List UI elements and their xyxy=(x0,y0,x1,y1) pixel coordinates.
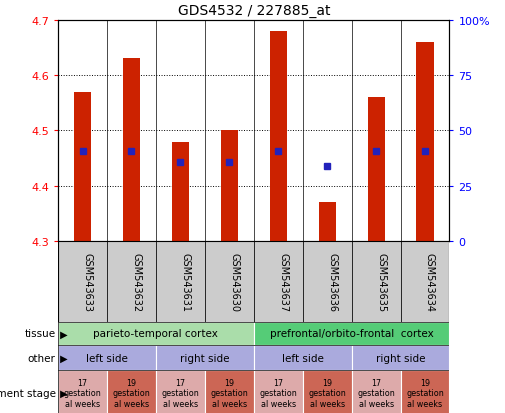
Text: GSM543635: GSM543635 xyxy=(376,252,386,311)
Bar xyxy=(254,322,449,345)
Text: GSM543631: GSM543631 xyxy=(180,252,190,311)
Bar xyxy=(58,242,107,322)
Text: ▶: ▶ xyxy=(57,328,67,339)
Bar xyxy=(156,370,205,413)
Text: GSM543632: GSM543632 xyxy=(131,252,141,311)
Bar xyxy=(205,242,254,322)
Text: left side: left side xyxy=(282,353,324,363)
Text: right side: right side xyxy=(180,353,230,363)
Text: 17
gestation
al weeks: 17 gestation al weeks xyxy=(64,378,102,408)
Text: GSM543634: GSM543634 xyxy=(425,252,435,311)
Bar xyxy=(221,131,238,242)
Bar xyxy=(156,345,254,370)
Text: right side: right side xyxy=(376,353,425,363)
Text: 17
gestation
al weeks: 17 gestation al weeks xyxy=(162,378,199,408)
Bar xyxy=(123,59,140,242)
Bar xyxy=(107,370,156,413)
Text: 19
gestation
al weeks: 19 gestation al weeks xyxy=(406,378,444,408)
Text: ▶: ▶ xyxy=(57,388,67,398)
Bar xyxy=(172,142,189,242)
Bar xyxy=(351,242,400,322)
Bar xyxy=(319,203,336,242)
Text: other: other xyxy=(28,353,56,363)
Text: parieto-temporal cortex: parieto-temporal cortex xyxy=(93,328,218,339)
Text: tissue: tissue xyxy=(24,328,56,339)
Text: ▶: ▶ xyxy=(57,353,67,363)
Text: 19
gestation
al weeks: 19 gestation al weeks xyxy=(308,378,346,408)
Text: GSM543630: GSM543630 xyxy=(229,252,239,311)
Text: GSM543636: GSM543636 xyxy=(327,252,337,311)
Bar xyxy=(58,345,156,370)
Text: GSM543637: GSM543637 xyxy=(278,252,288,311)
Bar xyxy=(205,370,254,413)
Bar xyxy=(400,370,449,413)
Bar xyxy=(400,242,449,322)
Text: development stage: development stage xyxy=(0,388,56,398)
Bar xyxy=(58,322,254,345)
Text: left side: left side xyxy=(86,353,128,363)
Bar xyxy=(156,242,205,322)
Bar xyxy=(254,242,302,322)
Text: prefrontal/orbito-frontal  cortex: prefrontal/orbito-frontal cortex xyxy=(270,328,433,339)
Bar xyxy=(107,242,156,322)
Text: GSM543633: GSM543633 xyxy=(82,252,92,311)
Bar xyxy=(58,370,107,413)
Bar xyxy=(351,370,400,413)
Bar xyxy=(302,242,351,322)
Bar xyxy=(417,43,434,242)
Bar xyxy=(74,93,91,242)
Bar xyxy=(254,345,351,370)
Bar xyxy=(302,370,351,413)
Bar xyxy=(351,345,449,370)
Bar xyxy=(270,32,287,242)
Bar xyxy=(254,370,302,413)
Text: 19
gestation
al weeks: 19 gestation al weeks xyxy=(211,378,248,408)
Bar xyxy=(368,98,385,242)
Title: GDS4532 / 227885_at: GDS4532 / 227885_at xyxy=(178,4,330,18)
Text: 19
gestation
al weeks: 19 gestation al weeks xyxy=(113,378,150,408)
Text: 17
gestation
al weeks: 17 gestation al weeks xyxy=(260,378,297,408)
Text: 17
gestation
al weeks: 17 gestation al weeks xyxy=(357,378,395,408)
